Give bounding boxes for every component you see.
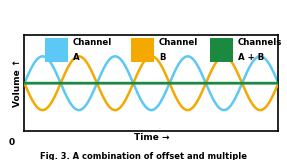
FancyBboxPatch shape	[45, 38, 67, 62]
Text: A: A	[73, 53, 79, 62]
Text: Channel: Channel	[159, 38, 198, 47]
Text: 0: 0	[8, 138, 15, 147]
FancyBboxPatch shape	[131, 38, 154, 62]
Text: B: B	[159, 53, 166, 62]
FancyBboxPatch shape	[210, 38, 233, 62]
Text: Fig. 3. A combination of offset and multiple: Fig. 3. A combination of offset and mult…	[40, 152, 247, 160]
Text: A + B: A + B	[238, 53, 264, 62]
Y-axis label: Volume ↑: Volume ↑	[13, 59, 22, 107]
Text: Channel: Channel	[73, 38, 112, 47]
Text: Channels: Channels	[238, 38, 282, 47]
X-axis label: Time →: Time →	[134, 133, 169, 142]
